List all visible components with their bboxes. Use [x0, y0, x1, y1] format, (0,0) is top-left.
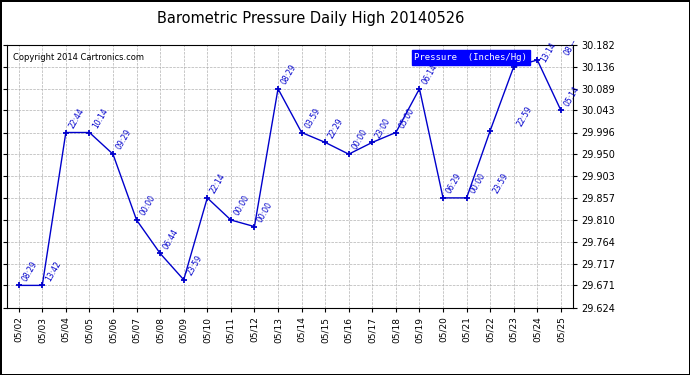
Text: 06:14: 06:14 — [421, 63, 440, 86]
Text: 22:14: 22:14 — [208, 172, 227, 195]
Text: 13:14: 13:14 — [539, 40, 558, 64]
Text: 00:00: 00:00 — [233, 194, 251, 217]
Text: 05:00: 05:00 — [397, 106, 416, 130]
Text: 00:00: 00:00 — [350, 128, 369, 152]
Text: 08:29: 08:29 — [279, 63, 298, 86]
Text: Pressure  (Inches/Hg): Pressure (Inches/Hg) — [414, 53, 527, 62]
Text: 22:59: 22:59 — [515, 105, 534, 128]
Text: Barometric Pressure Daily High 20140526: Barometric Pressure Daily High 20140526 — [157, 11, 464, 26]
Text: 23:00: 23:00 — [374, 116, 393, 140]
Text: 08:--: 08:-- — [562, 38, 579, 57]
Text: 08:29: 08:29 — [20, 259, 39, 283]
Text: 10:14: 10:14 — [91, 106, 110, 130]
Text: 13:42: 13:42 — [43, 259, 62, 283]
Text: 00:00: 00:00 — [256, 200, 275, 224]
Text: 06:44: 06:44 — [161, 227, 180, 251]
Text: 09:29: 09:29 — [115, 128, 133, 152]
Text: 22:29: 22:29 — [326, 116, 345, 140]
Text: 23:59: 23:59 — [185, 254, 204, 277]
Text: 00:00: 00:00 — [138, 194, 157, 217]
Text: 22:44: 22:44 — [67, 106, 86, 130]
Text: 06:29: 06:29 — [444, 172, 463, 195]
Text: 00:00: 00:00 — [468, 171, 487, 195]
Text: 03:59: 03:59 — [303, 106, 322, 130]
Text: 05:14: 05:14 — [562, 84, 581, 108]
Text: Copyright 2014 Cartronics.com: Copyright 2014 Cartronics.com — [12, 53, 144, 62]
Text: 23:59: 23:59 — [491, 172, 511, 195]
